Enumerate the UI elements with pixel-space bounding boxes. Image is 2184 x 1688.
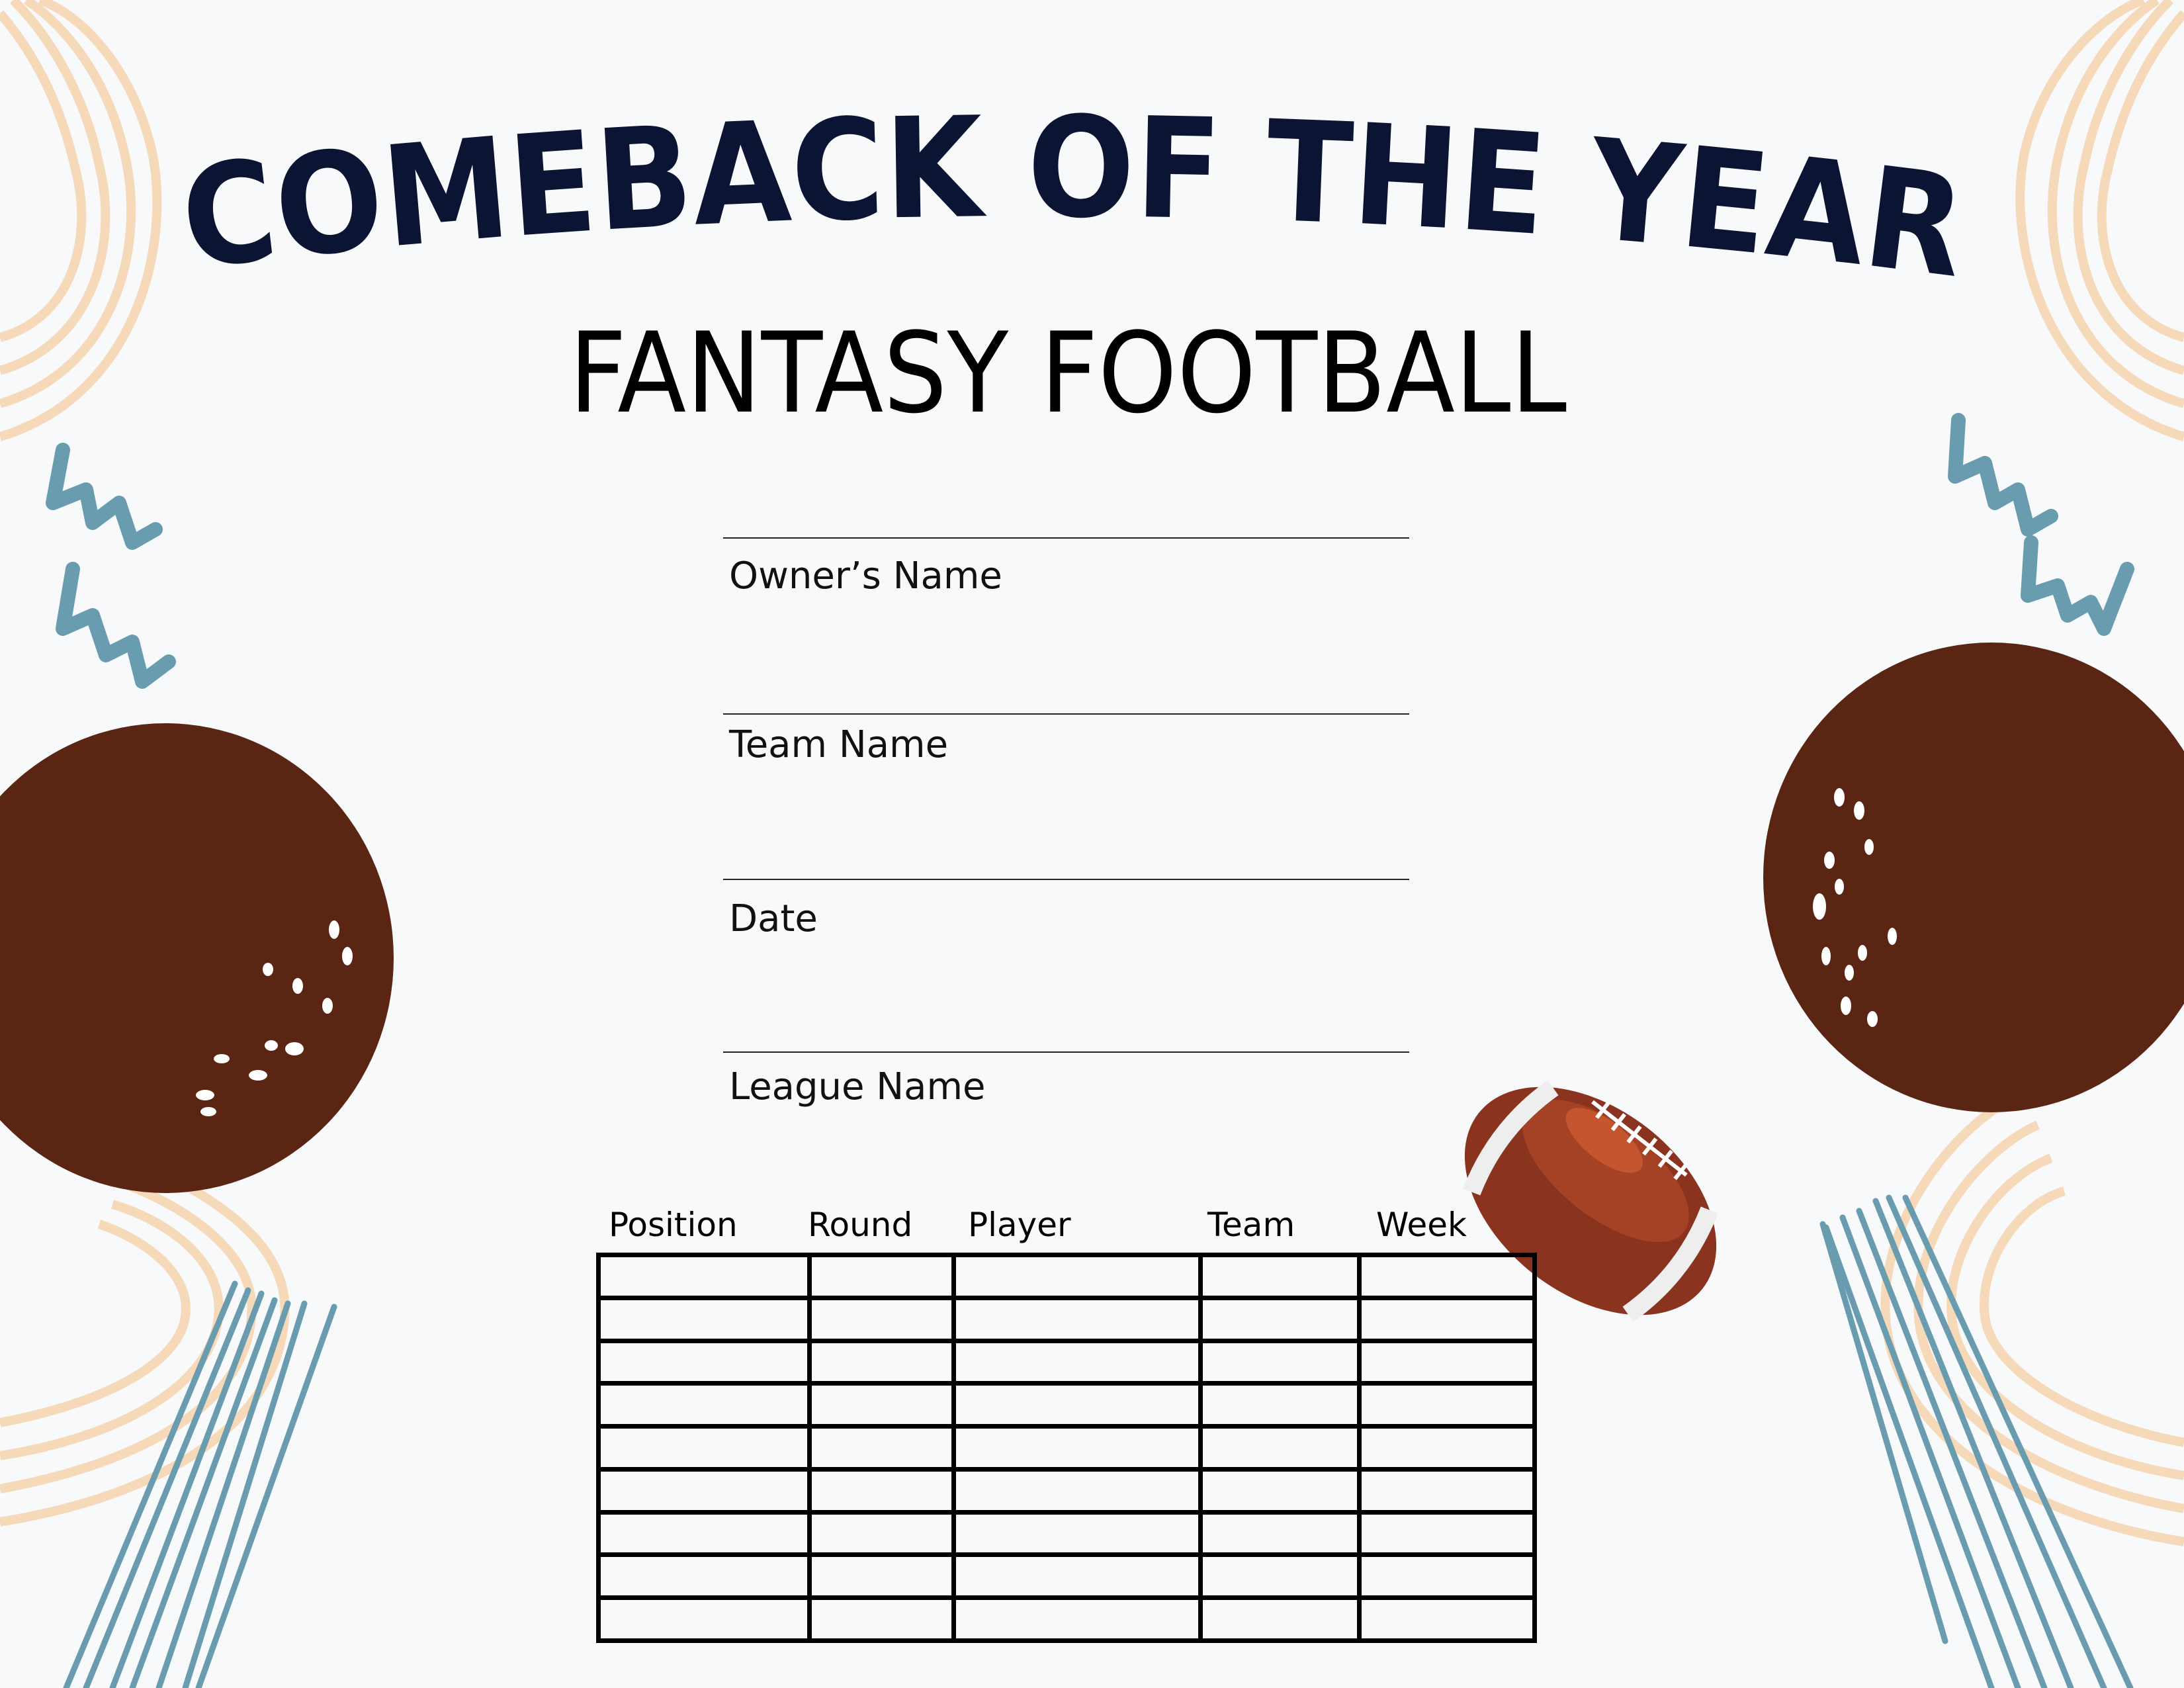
blue-squiggles <box>46 413 2134 689</box>
table-cell-position[interactable] <box>595 1338 812 1386</box>
table-cell-player[interactable] <box>951 1295 1203 1343</box>
table-cell-team[interactable] <box>1198 1381 1362 1429</box>
table-row <box>595 1509 1538 1558</box>
table-cell-round[interactable] <box>807 1253 957 1300</box>
owner-name-label: Owner’s Name <box>729 555 1002 598</box>
table-cell-team[interactable] <box>1198 1295 1362 1343</box>
table-cell-week[interactable] <box>1356 1381 1538 1429</box>
team-name-line[interactable] <box>723 713 1409 715</box>
table-cell-player[interactable] <box>951 1253 1203 1300</box>
certificate-title: COMEBACK OF THE YEAR <box>174 87 1973 309</box>
table-row <box>595 1595 1538 1643</box>
table-row <box>595 1424 1538 1472</box>
table-cell-position[interactable] <box>595 1424 812 1472</box>
league-name-label: League Name <box>729 1065 986 1108</box>
table-cell-round[interactable] <box>807 1338 957 1386</box>
team-name-label: Team Name <box>729 723 949 766</box>
certificate-subtitle: FANTASY FOOTBALL <box>569 308 1567 438</box>
table-cell-position[interactable] <box>595 1552 812 1601</box>
table-cell-week[interactable] <box>1356 1424 1538 1472</box>
date-line[interactable] <box>723 879 1409 880</box>
table-cell-player[interactable] <box>951 1552 1203 1601</box>
table-cell-round[interactable] <box>807 1424 957 1472</box>
table-row <box>595 1253 1538 1300</box>
table-cell-team[interactable] <box>1198 1552 1362 1601</box>
table-cell-team[interactable] <box>1198 1595 1362 1643</box>
table-cell-team[interactable] <box>1198 1424 1362 1472</box>
table-cell-player[interactable] <box>951 1424 1203 1472</box>
table-cell-position[interactable] <box>595 1595 812 1643</box>
table-cell-round[interactable] <box>807 1509 957 1558</box>
table-row <box>595 1552 1538 1601</box>
draft-table <box>595 1253 1538 1643</box>
table-row <box>595 1338 1538 1386</box>
table-cell-team[interactable] <box>1198 1466 1362 1515</box>
table-row <box>595 1295 1538 1343</box>
table-row <box>595 1466 1538 1515</box>
table-cell-round[interactable] <box>807 1295 957 1343</box>
brown-circle-left <box>0 723 394 1193</box>
table-cell-round[interactable] <box>807 1466 957 1515</box>
peach-arcs-top-right <box>2015 0 2184 441</box>
table-cell-round[interactable] <box>807 1552 957 1601</box>
table-cell-player[interactable] <box>951 1509 1203 1558</box>
table-cell-position[interactable] <box>595 1509 812 1558</box>
circle-dots <box>196 788 1897 1116</box>
table-cell-round[interactable] <box>807 1381 957 1429</box>
date-label: Date <box>729 897 818 940</box>
table-cell-team[interactable] <box>1198 1509 1362 1558</box>
table-cell-week[interactable] <box>1356 1552 1538 1601</box>
table-cell-round[interactable] <box>807 1595 957 1643</box>
table-cell-team[interactable] <box>1198 1338 1362 1386</box>
table-cell-team[interactable] <box>1198 1253 1362 1300</box>
blue-strokes-left <box>63 1280 337 1688</box>
league-name-line[interactable] <box>723 1051 1409 1053</box>
column-header-week: Week <box>1376 1206 1467 1244</box>
table-cell-player[interactable] <box>951 1466 1203 1515</box>
brown-circle-right <box>1763 643 2184 1112</box>
table-cell-week[interactable] <box>1356 1338 1538 1386</box>
column-header-team: Team <box>1207 1206 1295 1244</box>
table-cell-week[interactable] <box>1356 1595 1538 1643</box>
table-cell-week[interactable] <box>1356 1295 1538 1343</box>
peach-arcs-top-left <box>0 0 162 441</box>
blue-strokes-right <box>1819 1194 2134 1688</box>
table-cell-position[interactable] <box>595 1466 812 1515</box>
table-row <box>595 1381 1538 1429</box>
column-header-round: Round <box>808 1206 913 1244</box>
table-cell-player[interactable] <box>951 1338 1203 1386</box>
table-cell-position[interactable] <box>595 1381 812 1429</box>
column-header-player: Player <box>968 1206 1071 1244</box>
table-cell-position[interactable] <box>595 1295 812 1343</box>
table-cell-week[interactable] <box>1356 1253 1538 1300</box>
table-cell-week[interactable] <box>1356 1466 1538 1515</box>
table-cell-week[interactable] <box>1356 1509 1538 1558</box>
table-cell-player[interactable] <box>951 1381 1203 1429</box>
table-cell-position[interactable] <box>595 1253 812 1300</box>
column-header-position: Position <box>609 1206 738 1244</box>
owner-name-line[interactable] <box>723 537 1409 539</box>
table-cell-player[interactable] <box>951 1595 1203 1643</box>
